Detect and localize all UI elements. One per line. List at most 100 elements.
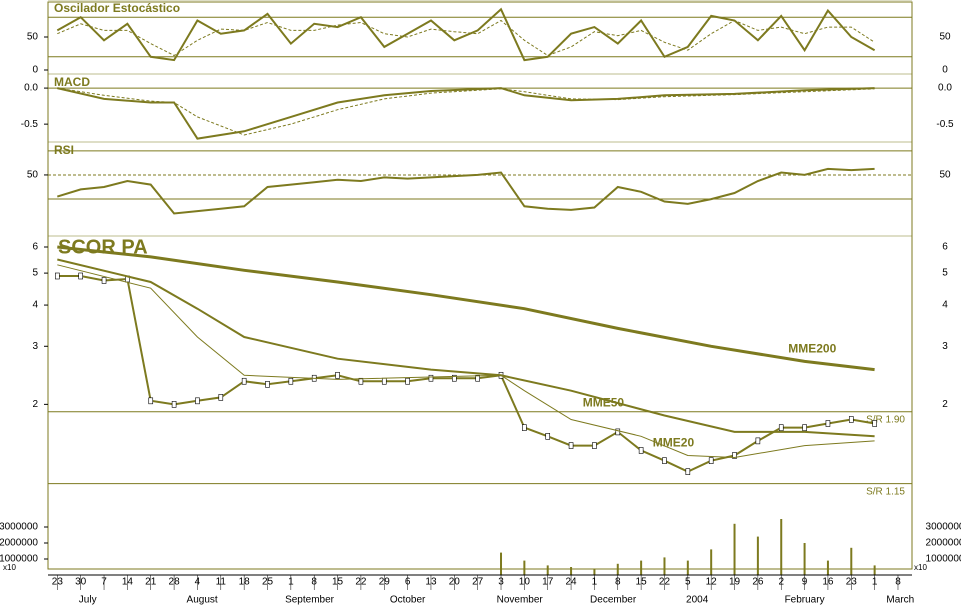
y-tick-label: 0 <box>32 65 38 76</box>
price-mark <box>638 447 644 454</box>
y-tick-label-right: -0.5 <box>936 119 954 130</box>
volume-bar <box>663 557 666 575</box>
price-mark <box>171 401 177 408</box>
series-line <box>57 19 875 57</box>
x-tick-label: 21 <box>145 577 157 588</box>
price-mark <box>78 272 83 280</box>
y-tick-label: 6 <box>32 242 38 253</box>
series-line <box>57 87 875 140</box>
price-mark <box>825 420 831 427</box>
panel-title: RSI <box>54 143 74 157</box>
y-tick-label-right: 3 <box>942 341 948 352</box>
y-tick-label: 2 <box>32 399 38 410</box>
x-tick-label: 16 <box>822 577 834 588</box>
x-tick-label: 26 <box>752 577 764 588</box>
price-mark <box>55 272 60 280</box>
price-mark <box>545 433 551 440</box>
volume-bar <box>826 560 829 575</box>
price-mark <box>241 377 247 385</box>
panel-title: Oscilador Estocástico <box>54 1 180 15</box>
x-tick-label: 8 <box>311 577 317 588</box>
volume-bar <box>686 560 689 575</box>
volume-bar <box>640 560 643 575</box>
x-tick-label: 1 <box>872 577 878 588</box>
volume-bar <box>710 549 713 575</box>
x-tick-label: 15 <box>636 577 648 588</box>
x-tick-label: 20 <box>449 577 461 588</box>
price-mark <box>685 468 691 475</box>
price-mark <box>335 371 340 379</box>
price-mark <box>615 428 621 436</box>
x-tick-label: 28 <box>169 577 181 588</box>
x-tick-label: 30 <box>75 577 87 588</box>
price-mark <box>662 457 667 464</box>
x-tick-label: 5 <box>685 577 691 588</box>
volume-bar <box>570 567 573 575</box>
month-label: 2004 <box>686 595 709 606</box>
price-mark <box>265 381 270 388</box>
price-mark <box>195 397 200 405</box>
volume-bar <box>593 568 596 575</box>
x-tick-label: 12 <box>706 577 718 588</box>
x-tick-label: 1 <box>592 577 598 588</box>
price-mark <box>218 394 224 401</box>
price-mark <box>381 377 387 385</box>
x-tick-label: 8 <box>895 577 901 588</box>
y-tick-label: 3000000 <box>0 522 38 533</box>
level-label: S/R 1.90 <box>866 414 905 425</box>
price-mark <box>802 424 807 431</box>
x-tick-label: 27 <box>472 577 484 588</box>
x-tick-label: 15 <box>332 577 344 588</box>
price-mark <box>708 457 714 464</box>
x-tick-label: 7 <box>101 577 107 588</box>
x-tick-label: 14 <box>122 577 134 588</box>
x-tick-label: 3 <box>498 577 504 588</box>
volume-bar <box>756 536 759 575</box>
y-tick-label-right: 6 <box>942 242 948 253</box>
level-label: S/R 1.15 <box>866 486 905 497</box>
volume-bar <box>500 552 503 575</box>
price-mark <box>452 374 457 382</box>
month-label: November <box>497 595 544 606</box>
volume-bar <box>546 565 549 575</box>
plot-frame <box>47 1 913 570</box>
price-mark <box>592 442 597 449</box>
price-mark <box>358 377 364 385</box>
x-tick-label: 6 <box>405 577 411 588</box>
x-tick-label: 23 <box>52 577 64 588</box>
x-tick-label: 22 <box>355 577 367 588</box>
x-tick-label: 22 <box>659 577 671 588</box>
month-label: July <box>79 595 97 606</box>
y-tick-label: 1000000 <box>0 554 38 565</box>
price-mark <box>732 452 737 459</box>
panel-title: MACD <box>54 75 90 89</box>
x-tick-label: 13 <box>425 577 437 588</box>
x-tick-label: 9 <box>802 577 808 588</box>
price-mark <box>405 377 410 385</box>
series-line <box>57 264 875 459</box>
price-mark <box>522 424 527 431</box>
y-tick-label: 0.0 <box>24 83 38 94</box>
x-tick-label: 10 <box>519 577 531 588</box>
month-label: March <box>886 595 914 606</box>
price-mark <box>778 424 784 431</box>
y-tick-label: 50 <box>27 32 39 43</box>
y-tick-label-right: 50 <box>939 32 951 43</box>
x-tick-label: 8 <box>615 577 621 588</box>
x-tick-label: 24 <box>566 577 578 588</box>
series-label: MME50 <box>583 396 625 410</box>
price-mark <box>148 397 154 405</box>
x-tick-label: 23 <box>846 577 858 588</box>
x-tick-label: 19 <box>729 577 741 588</box>
volume-bar <box>616 563 619 575</box>
volume-bar <box>873 565 876 575</box>
y-tick-label-right: 2 <box>942 399 948 410</box>
unit-label-right: x10 <box>914 563 927 572</box>
month-label: October <box>390 595 426 606</box>
y-tick-label: 4 <box>32 300 38 311</box>
x-tick-label: 2 <box>778 577 784 588</box>
price-mark <box>288 377 294 385</box>
x-tick-label: 1 <box>288 577 294 588</box>
month-label: February <box>785 595 825 606</box>
